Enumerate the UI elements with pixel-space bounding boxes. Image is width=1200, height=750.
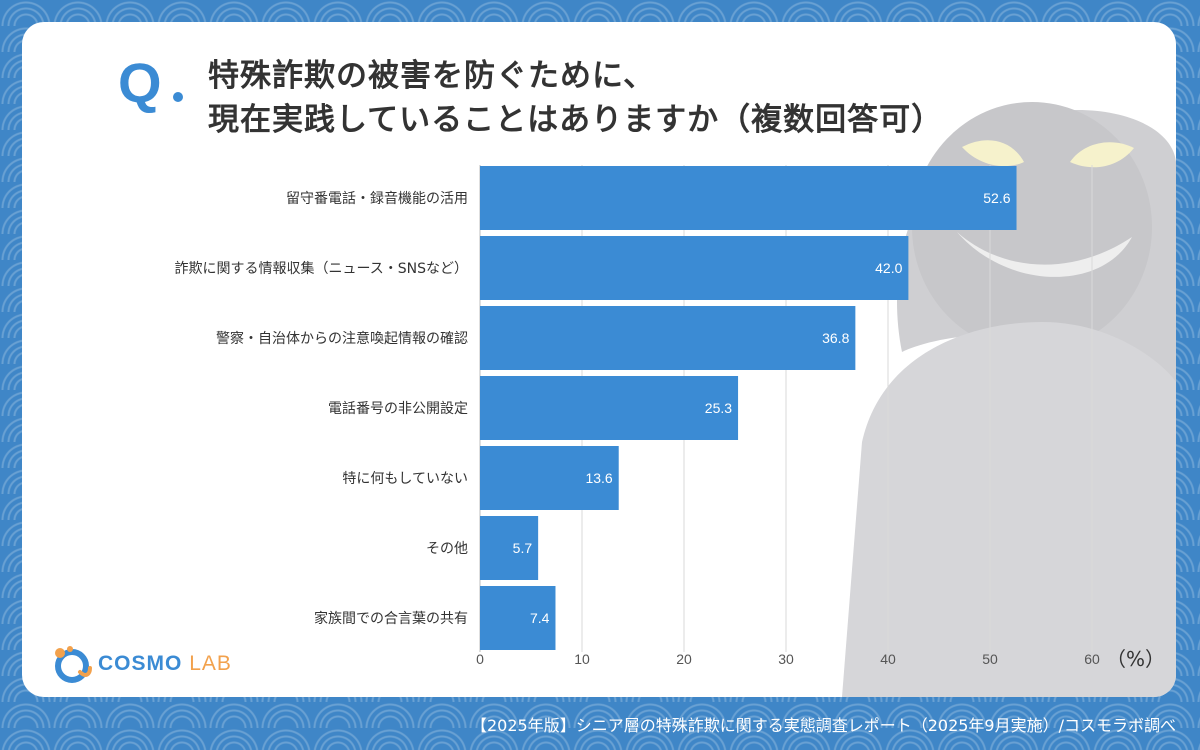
bar bbox=[480, 306, 856, 370]
x-tick-label: 30 bbox=[778, 651, 794, 667]
bar-value-label: 7.4 bbox=[530, 610, 550, 626]
footer-source-note: 【2025年版】シニア層の特殊詐欺に関する実態調査レポート（2025年9月実施）… bbox=[470, 716, 1176, 735]
category-label: その他 bbox=[426, 541, 468, 557]
x-tick-label: 60 bbox=[1084, 651, 1100, 667]
bar bbox=[480, 586, 556, 650]
bar-value-label: 5.7 bbox=[513, 540, 533, 556]
bar bbox=[480, 166, 1017, 230]
x-unit-label: （%） bbox=[1106, 647, 1165, 671]
bar-chart: 0 10 20 30 40 50 60 （%） 52.6 留守番電話・録音機能の活用 42.0 詐欺に… bbox=[174, 165, 1165, 671]
x-tick-label: 20 bbox=[676, 651, 692, 667]
cosmo-lab-logo: COSMO LAB bbox=[46, 644, 231, 684]
bar bbox=[480, 376, 739, 440]
category-label: 留守番電話・録音機能の活用 bbox=[286, 190, 468, 207]
category-label: 警察・自治体からの注意喚起情報の確認 bbox=[216, 330, 468, 347]
x-tick-label: 50 bbox=[982, 651, 998, 667]
bar-value-label: 25.3 bbox=[705, 400, 732, 416]
bar bbox=[480, 236, 909, 300]
category-label: 特に何もしていない bbox=[342, 471, 468, 487]
bar-value-label: 13.6 bbox=[585, 470, 612, 486]
x-tick-label: 10 bbox=[574, 651, 590, 667]
bar-value-label: 42.0 bbox=[875, 260, 902, 276]
logo-main-text: COSMO bbox=[98, 652, 183, 675]
x-tick-label: 40 bbox=[880, 651, 896, 667]
x-tick-label: 0 bbox=[476, 651, 484, 667]
bar-value-label: 52.6 bbox=[983, 190, 1010, 206]
report-card: Q 特殊詐欺の被害を防ぐために、 現在実践していることはありますか（複数回答可）… bbox=[22, 22, 1176, 697]
logo-mascot-icon bbox=[55, 646, 92, 683]
question-line-2: 現在実践していることはありますか（複数回答可） bbox=[208, 102, 944, 138]
bar-value-label: 36.8 bbox=[822, 330, 849, 346]
logo-text: COSMO LAB bbox=[98, 652, 232, 676]
bar bbox=[480, 446, 619, 510]
logo-sub-text: LAB bbox=[189, 652, 232, 675]
question-mark-dot bbox=[173, 92, 183, 102]
category-label: 電話番号の非公開設定 bbox=[328, 400, 468, 417]
category-label: 家族間での合言葉の共有 bbox=[314, 610, 468, 627]
question-title: 特殊詐欺の被害を防ぐために、 現在実践していることはありますか（複数回答可） bbox=[208, 54, 943, 142]
bar bbox=[480, 516, 539, 580]
question-mark-label: Q bbox=[118, 51, 162, 114]
category-label: 詐欺に関する情報収集（ニュース・SNSなど） bbox=[174, 260, 468, 277]
question-line-1: 特殊詐欺の被害を防ぐために、 bbox=[208, 58, 656, 94]
